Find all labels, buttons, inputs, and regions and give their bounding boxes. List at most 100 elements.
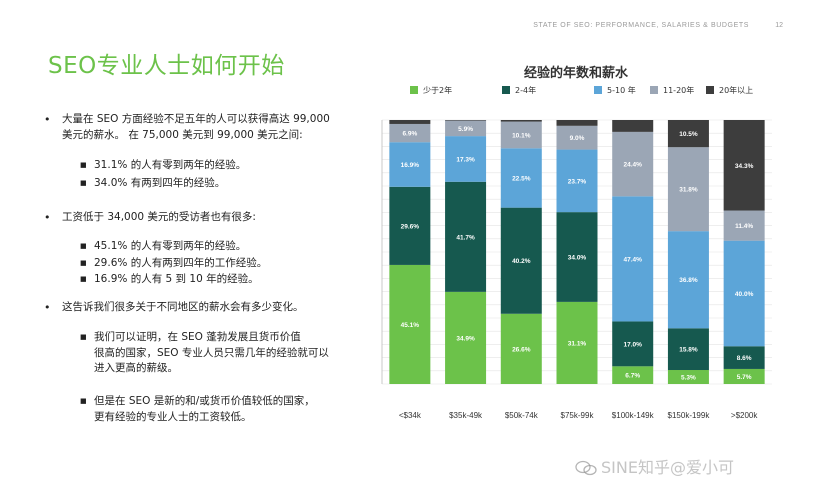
data-label: 22.5% — [512, 175, 531, 182]
bullet-dot-icon: • — [44, 301, 51, 314]
data-label: 36.8% — [679, 277, 698, 284]
bar-segment — [389, 264, 431, 384]
bar-segment — [389, 123, 431, 143]
bar-segment — [612, 120, 654, 132]
sub-bullet: ■ 31.1% 的人有零到两年的经验。 — [80, 158, 246, 174]
sub-bullet-text: 31.1% 的人有零到两年的经验。 — [94, 159, 247, 171]
bar-segment — [445, 120, 487, 121]
bar-segment — [556, 125, 598, 150]
bar-segment — [723, 210, 765, 241]
bar-segment — [667, 120, 709, 148]
legend-swatch — [502, 86, 510, 94]
bar-segment — [445, 120, 487, 137]
data-label: 29.6% — [401, 223, 420, 230]
data-label: 9.0% — [570, 135, 585, 142]
data-label: 24.4% — [623, 162, 642, 169]
bar-segment — [723, 240, 765, 347]
square-bullet-icon: ■ — [80, 242, 87, 250]
bar-segment — [556, 149, 598, 213]
data-label: 45.1% — [401, 322, 420, 329]
bullet-text: 大量在 SEO 方面经验不足五年的人可以获得高达 99,000 美元的薪水。 在… — [62, 113, 330, 141]
report-header: STATE OF SEO: PERFORMANCE, SALARIES & BU… — [533, 22, 749, 29]
bar-segment — [389, 142, 431, 187]
bar-segment — [556, 301, 598, 384]
x-tick-label: $75k-99k — [561, 411, 595, 420]
data-label: 34.0% — [568, 255, 587, 262]
sub-bullet-text: 29.6% 的人有两到四年的工作经验。 — [94, 257, 268, 269]
bar-segment — [723, 120, 765, 211]
x-tick-label: $150k-199k — [668, 411, 711, 420]
bar-segment — [612, 196, 654, 322]
bar-segment — [445, 181, 487, 292]
bar-segment — [667, 328, 709, 371]
bar-segment — [389, 186, 431, 265]
sub-bullet: ■ 29.6% 的人有两到四年的工作经验。 — [80, 256, 267, 272]
sub-bullet: ■ 34.0% 有两到四年的经验。 — [80, 176, 225, 192]
square-bullet-icon: ■ — [80, 161, 87, 169]
legend-swatch — [650, 86, 658, 94]
data-label: 31.1% — [568, 340, 587, 347]
legend-item: 少于2年 — [410, 85, 452, 96]
data-label: 40.0% — [735, 291, 754, 298]
data-label: 41.7% — [456, 234, 475, 241]
bullet-dot-icon: • — [44, 211, 51, 224]
bar-segment — [500, 121, 542, 149]
legend-swatch — [410, 86, 418, 94]
legend-swatch — [706, 86, 714, 94]
x-tick-label: <$34k — [399, 411, 422, 420]
bullet-point: • 工资低于 34,000 美元的受访者也有很多: — [44, 210, 374, 226]
square-bullet-icon: ■ — [80, 275, 87, 283]
data-label: 15.8% — [679, 347, 698, 354]
bar-segment — [556, 120, 598, 126]
legend-label: 少于2年 — [423, 86, 453, 95]
legend-label: 11-20年 — [663, 86, 695, 95]
square-bullet-icon: ■ — [80, 259, 87, 267]
bullet-text: 工资低于 34,000 美元的受访者也有很多: — [62, 211, 256, 223]
bar-segment — [667, 231, 709, 329]
sub-bullet: ■ 16.9% 的人有 5 到 10 年的经验。 — [80, 272, 259, 288]
data-label: 47.4% — [623, 256, 642, 263]
data-label: 5.3% — [681, 375, 696, 382]
sub-bullet-text: 34.0% 有两到四年的经验。 — [94, 177, 226, 189]
x-tick-label: $50k-74k — [505, 411, 539, 420]
bar-segment — [500, 313, 542, 384]
bar-segment — [556, 212, 598, 302]
watermark: SINE知乎@爱小可 — [575, 454, 734, 478]
data-label: 8.6% — [737, 355, 752, 362]
bar-segment — [500, 148, 542, 208]
sub-bullet-text: 16.9% 的人有 5 到 10 年的经验。 — [94, 273, 259, 285]
data-label: 16.9% — [401, 162, 420, 169]
page-number: 12 — [775, 22, 783, 29]
bar-segment — [445, 291, 487, 384]
data-label: 40.2% — [512, 258, 531, 265]
bar-segment — [723, 368, 765, 384]
chart-legend: 少于2年 2-4年 5-10 年 11-20年 20年以上 — [410, 85, 790, 99]
data-label: 5.9% — [458, 126, 473, 133]
data-label: 10.1% — [512, 132, 531, 139]
data-label: 31.8% — [679, 187, 698, 194]
legend-item: 11-20年 — [650, 85, 694, 96]
bar-segment — [723, 346, 765, 369]
data-label: 23.7% — [568, 178, 587, 185]
wechat-icon — [575, 460, 597, 476]
data-label: 6.9% — [402, 131, 417, 138]
slide-title: SEO专业人士如何开始 — [48, 53, 285, 79]
square-bullet-icon: ■ — [80, 333, 87, 341]
square-bullet-icon: ■ — [80, 179, 87, 187]
x-tick-label: >$200k — [731, 411, 758, 420]
x-tick-label: $100k-149k — [612, 411, 655, 420]
bullet-point: • 这告诉我们很多关于不同地区的薪水会有多少变化。 — [44, 300, 374, 316]
legend-item: 2-4年 — [502, 85, 536, 96]
data-label: 17.3% — [456, 156, 475, 163]
bar-segment — [667, 147, 709, 232]
bar-segment — [612, 321, 654, 367]
sub-bullet-text: 但是在 SEO 是新的和/或货币价值较低的国家， 更有经验的专业人士的工资较低。 — [94, 395, 315, 423]
sub-bullet: ■ 但是在 SEO 是新的和/或货币价值较低的国家， 更有经验的专业人士的工资较… — [80, 394, 380, 425]
watermark-text: SINE知乎@爱小可 — [601, 458, 734, 477]
bar-segment — [445, 136, 487, 182]
data-label: 26.6% — [512, 346, 531, 353]
data-label: 10.5% — [679, 131, 698, 138]
stacked-bar-chart: 45.1% 29.6% 16.9% 6.9% <$34k 34.9% 41.7% 17.3% 5… — [381, 119, 772, 420]
chart-title: 经验的年数和薪水 — [523, 66, 628, 81]
bar-segment — [500, 207, 542, 314]
